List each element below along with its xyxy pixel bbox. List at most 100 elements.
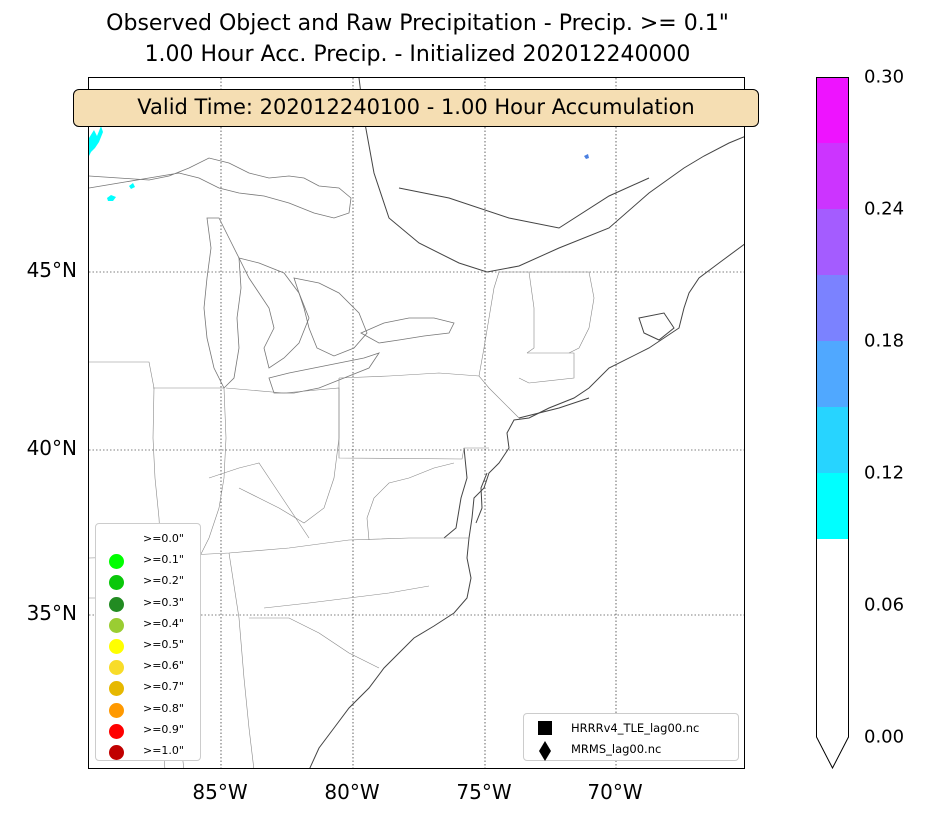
great-lakes: [89, 157, 455, 394]
threshold-legend-item: >=0.1": [96, 551, 202, 570]
lon-label-80w: 80°W: [324, 780, 380, 804]
diamond-marker-icon: [539, 741, 551, 761]
lake-superior: [89, 157, 352, 219]
cape-cod: [638, 312, 675, 341]
threshold-legend-item: >=0.5": [96, 636, 202, 654]
precip-cell-superior-tiny: [129, 183, 135, 189]
threshold-legend-item: >=0.7": [96, 678, 202, 697]
threshold-legend-item: >=0.8": [96, 700, 202, 718]
delmarva: [475, 472, 488, 524]
border-ny-vt: [478, 271, 500, 377]
lake-huron: [293, 277, 368, 357]
michigan-lower-peninsula: [238, 257, 310, 369]
atlantic-coast: [309, 243, 744, 768]
border-nh-me: [529, 271, 595, 354]
precip-cell-superior-small: [107, 195, 116, 201]
coastlines: [309, 78, 744, 768]
square-marker-icon: [538, 721, 552, 735]
legend-dot-icon: [109, 702, 124, 718]
colorbar-band: [816, 539, 849, 737]
colorbar-band: [816, 341, 849, 407]
legend-dot-icon: [109, 617, 124, 633]
precip-cell-quebec: [584, 154, 589, 159]
threshold-legend-label: >=0.1": [143, 553, 184, 567]
lake-erie: [268, 352, 380, 394]
colorbar-tick-label: 0.24: [864, 198, 905, 220]
threshold-legend-label: >=0.5": [143, 638, 184, 651]
border-al-ga: [228, 552, 255, 768]
chart-title-line1: Observed Object and Raw Precipitation - …: [106, 11, 729, 36]
legend-dot-icon: [109, 533, 124, 548]
threshold-legend-item: >=0.9": [96, 721, 202, 739]
border-nc-sc: [263, 585, 430, 609]
legend-dot-icon: [109, 554, 124, 570]
colorbar-outline: [816, 77, 849, 769]
valid-time-box: Valid Time: 202012240100 - 1.00 Hour Acc…: [73, 89, 759, 127]
model-legend-item-mrms: MRMS_lag00.nc: [524, 739, 740, 761]
st-lawrence-river: [398, 177, 650, 229]
border-ky-wv: [208, 462, 310, 539]
colorbar-band: [816, 77, 849, 143]
model-legend-label: MRMS_lag00.nc: [571, 742, 662, 756]
legend-dot-icon: [109, 660, 124, 676]
lake-michigan: [203, 217, 242, 389]
lon-label-85w: 85°W: [192, 780, 248, 804]
model-legend-label: HRRRv4_TLE_lag00.nc: [571, 721, 700, 735]
colorbar-band: [816, 143, 849, 209]
lat-label-40n: 40°N: [26, 436, 77, 460]
chart-title-line2: 1.00 Hour Acc. Precip. - Initialized 202…: [144, 42, 691, 67]
model-legend: HRRRv4_TLE_lag00.nc MRMS_lag00.nc: [523, 713, 739, 761]
threshold-legend-item: >=1.0": [96, 742, 202, 760]
border-va: [366, 462, 455, 541]
colorbar-band: [816, 473, 849, 539]
threshold-legend-item: >=0.6": [96, 657, 202, 676]
border-ga-sc: [249, 617, 380, 669]
colorbar-tick-label: 0.06: [864, 594, 905, 616]
observed-precip-cells: [89, 126, 589, 201]
model-legend-item-hrrr: HRRRv4_TLE_lag00.nc: [524, 718, 740, 738]
colorbar-band: [816, 407, 849, 473]
lake-ontario: [360, 317, 455, 344]
lat-label-35n: 35°N: [26, 601, 77, 625]
threshold-legend-label: >=0.7": [143, 680, 184, 694]
threshold-legend-label: >=0.8": [143, 701, 184, 715]
threshold-legend-item: >=0.2": [96, 572, 202, 591]
legend-dot-icon: [109, 723, 124, 739]
legend-dot-icon: [109, 575, 124, 591]
border-ma-ct: [518, 352, 575, 384]
threshold-legend: >=0.0" >=0.1" >=0.2" >=0.3" >=0.4" >=0.5" >=0.…: [95, 523, 201, 761]
lon-label-70w: 70°W: [587, 780, 643, 804]
basemap: [89, 78, 744, 768]
legend-dot-icon: [109, 596, 124, 612]
colorbar-tick-label: 0.18: [864, 330, 905, 352]
legend-dot-icon: [109, 681, 124, 697]
threshold-legend-item: >=0.4": [96, 615, 202, 633]
chesapeake-bay: [443, 447, 468, 539]
colorbar-tick-label: 0.30: [864, 66, 905, 88]
border-oh: [225, 387, 340, 524]
border-pa: [338, 378, 489, 460]
threshold-legend-label: >=1.0": [143, 744, 184, 757]
colorbar-tick-label: 0.12: [864, 462, 905, 484]
precip-cell-northwest: [89, 126, 103, 156]
long-island: [518, 397, 590, 419]
lon-label-75w: 75°W: [456, 780, 512, 804]
border-in: [153, 387, 227, 559]
threshold-legend-label: >=0.2": [143, 574, 184, 588]
threshold-legend-label: >=0.0": [143, 532, 184, 545]
threshold-legend-label: >=0.3": [143, 595, 184, 609]
threshold-legend-item: >=0.0": [96, 530, 202, 548]
st-lawrence-coast: [358, 78, 744, 273]
threshold-legend-label: >=0.9": [143, 722, 184, 736]
legend-dot-icon: [109, 639, 124, 654]
threshold-legend-label: >=0.4": [143, 616, 184, 630]
border-ny-pa: [338, 372, 520, 419]
colorbar-band: [816, 275, 849, 341]
legend-dot-icon: [109, 745, 124, 760]
lat-label-45n: 45°N: [26, 258, 77, 282]
colorbar-tick-label: 0.00: [864, 726, 905, 748]
threshold-legend-item: >=0.3": [96, 594, 202, 612]
colorbar-band: [816, 209, 849, 275]
threshold-legend-label: >=0.6": [143, 659, 184, 673]
border-vt-nh: [499, 271, 535, 354]
